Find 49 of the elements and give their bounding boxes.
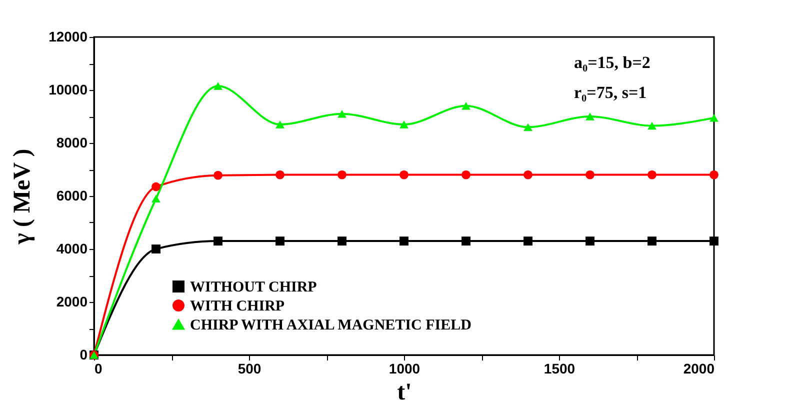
- point: [214, 236, 222, 246]
- point: [338, 110, 346, 118]
- point: [586, 170, 594, 180]
- legend-label: WITH CHIRP: [190, 298, 285, 314]
- point: [152, 244, 160, 254]
- legend-label: WITHOUT CHIRP: [190, 280, 317, 296]
- point: [462, 236, 470, 246]
- point: [524, 170, 532, 180]
- point: [400, 236, 408, 246]
- point: [214, 170, 222, 180]
- point: [152, 182, 160, 192]
- point: [400, 170, 408, 180]
- point: [586, 112, 594, 120]
- point: [462, 102, 470, 110]
- point: [648, 170, 656, 180]
- point: [586, 236, 594, 246]
- x-tick-label: 1500: [544, 360, 576, 376]
- y-tick-label: 12000: [48, 28, 88, 44]
- point: [710, 236, 718, 246]
- point: [338, 170, 346, 180]
- point: [276, 170, 284, 180]
- point: [276, 236, 284, 246]
- point: [152, 194, 160, 203]
- x-tick-label: 2000: [683, 360, 715, 376]
- point: [710, 170, 718, 180]
- y-tick-label: 2000: [56, 294, 88, 310]
- point: [214, 82, 222, 90]
- x-axis-title: t': [397, 380, 412, 406]
- annotation: a₀=15, b=2: [574, 53, 650, 72]
- y-tick-label: 10000: [48, 82, 88, 98]
- point: [710, 114, 718, 122]
- y-tick-label: 0: [80, 346, 88, 362]
- y-tick-label: 6000: [56, 188, 88, 204]
- point: [524, 123, 532, 131]
- y-axis-title: γ ( MeV ): [10, 148, 36, 246]
- annotation: r₀=75, s=1: [574, 83, 647, 102]
- point: [400, 120, 408, 128]
- x-tick-label: 0: [94, 360, 102, 376]
- point: [276, 120, 284, 128]
- point: [338, 236, 346, 246]
- point: [462, 170, 470, 180]
- point: [648, 236, 656, 246]
- point: [648, 122, 656, 130]
- x-tick-label: 1000: [388, 360, 420, 376]
- y-tick-label: 4000: [56, 240, 88, 256]
- y-tick-label: 8000: [56, 134, 88, 150]
- point: [524, 236, 532, 246]
- legend-label: CHIRP WITH AXIAL MAGNETIC FIELD: [190, 318, 472, 334]
- x-tick-label: 500: [238, 360, 262, 376]
